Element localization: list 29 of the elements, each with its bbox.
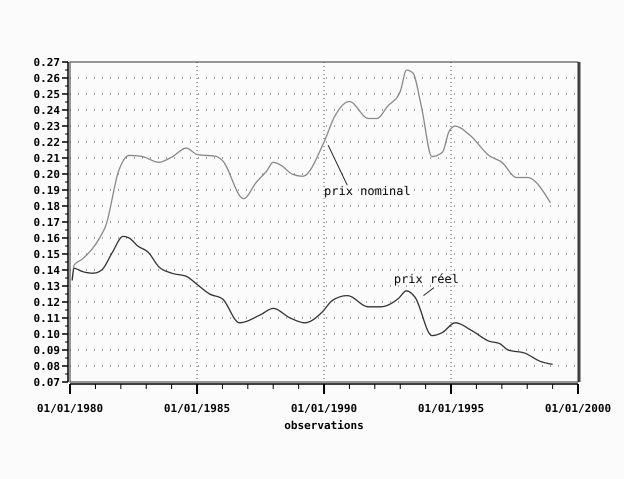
y-tick-label: 0.16 (34, 232, 60, 245)
series-label: prix nominal (324, 184, 411, 198)
x-tick-label: 01/01/2000 (544, 402, 612, 415)
y-tick-label: 0.19 (34, 184, 60, 197)
y-tick-label: 0.27 (34, 56, 60, 69)
y-tick-label: 0.20 (34, 168, 60, 181)
y-tick-label: 0.11 (34, 312, 60, 325)
x-tick-label: 01/01/1980 (36, 402, 104, 415)
y-tick-label: 0.25 (34, 88, 60, 101)
y-tick-label: 0.12 (34, 296, 60, 309)
y-tick-label: 0.22 (34, 136, 60, 149)
y-tick-label: 0.07 (34, 376, 60, 389)
x-tick-label: 01/01/1985 (164, 402, 230, 415)
y-tick-label: 0.15 (34, 248, 60, 261)
x-axis-title: observations (284, 419, 364, 432)
y-tick-label: 0.21 (34, 152, 60, 165)
series-label: prix réel (394, 272, 459, 286)
y-tick-label: 0.17 (34, 216, 60, 229)
y-tick-label: 0.24 (34, 104, 60, 117)
y-tick-label: 0.26 (34, 72, 60, 85)
x-tick-label: 01/01/1990 (290, 402, 358, 415)
y-tick-label: 0.23 (34, 120, 60, 133)
x-tick-label: 01/01/1995 (418, 402, 484, 415)
y-tick-label: 0.09 (34, 344, 60, 357)
y-tick-label: 0.08 (34, 360, 60, 373)
y-tick-label: 0.10 (34, 328, 60, 341)
y-tick-label: 0.18 (34, 200, 60, 213)
y-tick-label: 0.14 (34, 264, 60, 277)
y-tick-label: 0.13 (34, 280, 60, 293)
